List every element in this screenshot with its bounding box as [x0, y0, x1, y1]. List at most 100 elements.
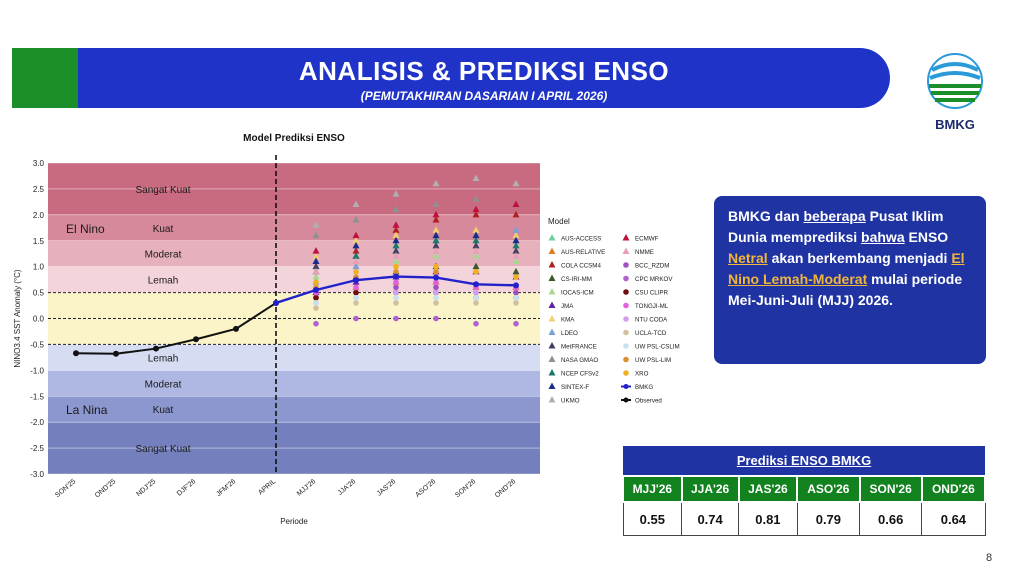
band-label: Lemah: [148, 276, 179, 287]
model-point: [433, 315, 439, 322]
x-tick-label: JAS'26: [376, 478, 397, 498]
x-tick-label: ASO'26: [414, 478, 437, 499]
y-tick-label: -3.0: [30, 470, 44, 479]
info-text-7: akan berkembang menjadi: [767, 250, 952, 266]
info-text-9: mulai periode Mei-Juni-Juli (MJJ) 2026.: [728, 271, 963, 308]
model-point: [513, 320, 519, 327]
bmkg-point: [353, 277, 359, 284]
model-point: [312, 247, 320, 254]
bmkg-point: [433, 274, 439, 281]
model-point: [313, 294, 319, 301]
observed-point: [73, 350, 79, 357]
title-banner: ANALISIS & PREDIKSI ENSO (PEMUTAKHIRAN D…: [78, 48, 890, 108]
legend-marker: [623, 397, 629, 403]
band-label: Kuat: [153, 224, 174, 235]
observed-point: [153, 345, 159, 352]
model-point: [432, 241, 440, 249]
table-header-cell: MJJ'26: [622, 475, 683, 503]
model-point: [392, 205, 400, 213]
model-point: [473, 269, 479, 275]
legend-marker: [622, 234, 630, 241]
model-point: [433, 279, 439, 286]
info-text-4: bahwa: [861, 229, 905, 245]
legend-marker: [623, 343, 629, 349]
model-point: [432, 247, 440, 254]
legend-label: XRO: [635, 371, 649, 378]
model-point: [352, 247, 360, 254]
model-point: [353, 315, 359, 322]
legend-marker: [623, 302, 629, 309]
model-point: [512, 247, 520, 254]
model-point: [432, 236, 440, 244]
info-text-3: Pusat Iklim Dunia memprediksi: [728, 208, 944, 245]
model-point: [312, 267, 320, 275]
model-point: [433, 284, 439, 291]
model-point: [512, 179, 520, 187]
prediction-table: Prediksi ENSO BMKG MJJ'26 JJA'26 JAS'26 …: [622, 446, 987, 536]
model-point: [392, 236, 400, 244]
band-label: Moderat: [145, 379, 182, 390]
chart-band: [48, 344, 540, 371]
model-point: [313, 305, 319, 311]
chart-band: [48, 240, 540, 267]
header-green-block: [12, 48, 78, 108]
legend-marker: [548, 355, 556, 362]
model-point: [352, 231, 360, 239]
legend-marker: [548, 274, 556, 281]
model-point: [353, 284, 359, 291]
legend-label: UW PSL-LIM: [635, 357, 671, 364]
band-label: Sangat Kuat: [135, 185, 190, 196]
model-point: [353, 294, 359, 301]
model-point: [472, 195, 480, 202]
legend-label: MetFRANCE: [561, 344, 597, 351]
model-point: [352, 241, 360, 249]
model-point: [312, 273, 320, 280]
model-point: [512, 200, 520, 207]
y-tick-label: 1.0: [33, 263, 45, 272]
model-point: [352, 257, 360, 264]
legend-label: IOCAS-ICM: [561, 290, 594, 297]
model-point: [313, 279, 319, 286]
page-title: ANALISIS & PREDIKSI ENSO: [298, 56, 670, 86]
info-text-1: BMKG dan: [728, 208, 804, 224]
legend-marker: [548, 301, 556, 308]
model-point: [313, 300, 319, 306]
legend-marker: [548, 342, 556, 349]
x-tick-label: SON'25: [54, 478, 77, 499]
legend-label: SINTEX-F: [561, 384, 589, 391]
model-point: [433, 300, 439, 306]
model-point: [472, 231, 480, 239]
model-point: [473, 289, 479, 296]
x-tick-label: MJJ'26: [296, 478, 317, 498]
legend-marker: [548, 247, 556, 254]
model-point: [472, 241, 480, 249]
band-label: Moderat: [145, 250, 182, 261]
legend-label: UW PSL-CSLIM: [635, 344, 680, 351]
model-point: [432, 226, 440, 233]
model-point: [312, 221, 320, 228]
y-tick-label: 2.5: [33, 185, 45, 194]
model-point: [313, 320, 319, 327]
y-tick-label: -2.5: [30, 444, 44, 453]
model-point: [473, 320, 479, 327]
chart-title: Model Prediksi ENSO: [243, 133, 345, 144]
model-point: [393, 269, 399, 275]
band-label: Sangat Kuat: [135, 444, 190, 455]
legend-label: NTU CODA: [635, 317, 668, 324]
model-point: [472, 205, 480, 213]
table-header-cell: SON'26: [858, 475, 923, 503]
legend-label: COLA CCSM4: [561, 263, 601, 270]
model-point: [513, 289, 519, 296]
chart-band: [48, 214, 540, 241]
y-tick-label: 3.0: [33, 159, 45, 168]
legend-marker: [548, 328, 556, 335]
model-point: [352, 200, 360, 207]
model-point: [353, 300, 359, 306]
info-box: BMKG dan beberapa Pusat Iklim Dunia memp…: [714, 196, 986, 364]
model-point: [312, 252, 320, 259]
y-tick-label: 0.5: [33, 289, 45, 298]
model-point: [392, 257, 400, 264]
legend-label: NCEP CFSv2: [561, 371, 599, 378]
chart-band: [48, 266, 540, 293]
legend-label: UKMO: [561, 398, 580, 405]
